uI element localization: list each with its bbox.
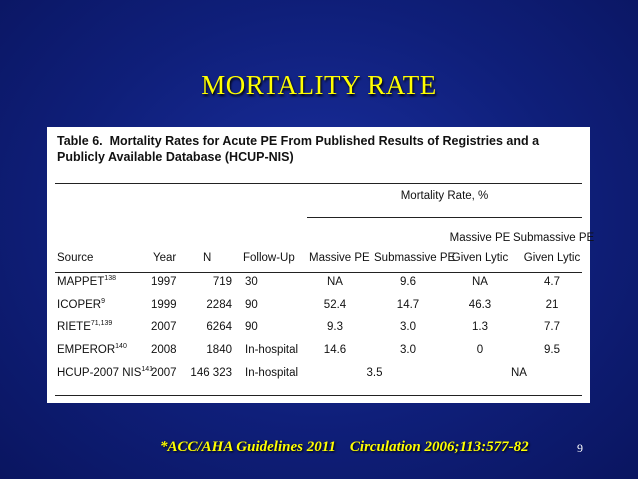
cell-massive: NA — [327, 276, 343, 288]
source-citation: 141 — [141, 366, 154, 373]
cell-year: 1999 — [151, 299, 177, 311]
cell-massive: 14.6 — [323, 344, 347, 356]
header-submassive-pe: Submassive PE — [374, 252, 456, 264]
cell-massive-lytic: 46.3 — [468, 299, 492, 311]
cell-n: 1840 — [206, 344, 232, 356]
mortality-table: Table 6. Mortality Rates for Acute PE Fr… — [47, 127, 595, 403]
header-bottom-rule — [55, 272, 582, 273]
cell-n: 146 323 — [190, 367, 232, 379]
cell-massive-lytic: NA — [472, 276, 488, 288]
table-caption-text: Mortality Rates for Acute PE From Publis… — [57, 134, 540, 164]
source-name: HCUP-2007 NIS — [57, 367, 142, 379]
cell-year: 1997 — [151, 276, 177, 288]
source-citation: 71,139 — [90, 320, 113, 327]
table-top-rule — [55, 183, 582, 184]
source-citation: 140 — [115, 343, 127, 350]
cell-followup: 30 — [245, 276, 258, 288]
cell-source: RIETE71,139 — [57, 320, 113, 333]
cell-year: 2008 — [151, 344, 177, 356]
source-citation: 138 — [104, 275, 116, 282]
cell-source: HCUP-2007 NIS141 — [57, 366, 154, 379]
source-name: ICOPER — [57, 299, 102, 311]
cell-submassive: 9.6 — [400, 276, 416, 288]
table-caption: Table 6. Mortality Rates for Acute PE Fr… — [57, 133, 582, 165]
header-submassive-lytic-line1: Submassive PE — [513, 232, 595, 244]
header-massive-lytic-line2: Given Lytic — [451, 252, 509, 264]
cell-followup: In-hospital — [245, 344, 299, 356]
table-caption-label: Table 6. — [57, 134, 103, 148]
cell-followup: In-hospital — [245, 367, 299, 379]
group-header-mortality-rate: Mortality Rate, % — [400, 190, 489, 202]
cell-followup: 90 — [245, 299, 258, 311]
source-name: MAPPET — [57, 276, 105, 288]
source-name: RIETE — [57, 321, 91, 333]
cell-followup: 90 — [245, 321, 258, 333]
header-source: Source — [57, 252, 94, 264]
footer-references: *ACC/AHA Guidelines 2011 Circulation 2006… — [160, 439, 529, 456]
cell-source: MAPPET138 — [57, 275, 116, 288]
group-header-rule — [307, 217, 582, 218]
header-year: Year — [153, 252, 177, 264]
source-name: EMPEROR — [57, 344, 116, 356]
cell-combined-lytic: NA — [511, 367, 527, 379]
cell-submassive-lytic: 21 — [545, 299, 559, 311]
header-n: N — [203, 252, 212, 264]
cell-massive: 9.3 — [327, 321, 343, 333]
header-massive-lytic-line1: Massive PE — [449, 232, 511, 244]
footer-ref-guidelines: *ACC/AHA Guidelines 2011 — [160, 439, 336, 455]
cell-source: ICOPER9 — [57, 298, 105, 311]
cell-n: 719 — [212, 276, 232, 288]
cell-massive-lytic: 0 — [476, 344, 484, 356]
header-massive-pe: Massive PE — [309, 252, 370, 264]
page-number: 9 — [577, 441, 583, 455]
cell-submassive: 3.0 — [400, 321, 416, 333]
header-followup: Follow-Up — [243, 252, 295, 264]
cell-combined-pe: 3.5 — [366, 367, 383, 379]
cell-year: 2007 — [151, 367, 177, 379]
cell-year: 2007 — [151, 321, 177, 333]
cell-massive-lytic: 1.3 — [472, 321, 488, 333]
cell-submassive: 14.7 — [396, 299, 420, 311]
footer-ref-circulation: Circulation 2006;113:577-82 — [349, 439, 529, 455]
cell-n: 2284 — [206, 299, 232, 311]
table-bottom-rule — [55, 395, 582, 396]
cell-submassive-lytic: 9.5 — [544, 344, 560, 356]
header-submassive-lytic-line2: Given Lytic — [523, 252, 581, 264]
cell-massive: 52.4 — [323, 299, 347, 311]
source-citation: 9 — [101, 298, 105, 305]
cell-submassive: 3.0 — [400, 344, 416, 356]
cell-n: 6264 — [206, 321, 232, 333]
slide-title: MORTALITY RATE — [201, 70, 437, 100]
cell-submassive-lytic: 7.7 — [544, 321, 560, 333]
cell-submassive-lytic: 4.7 — [544, 276, 560, 288]
cell-source: EMPEROR140 — [57, 343, 127, 356]
